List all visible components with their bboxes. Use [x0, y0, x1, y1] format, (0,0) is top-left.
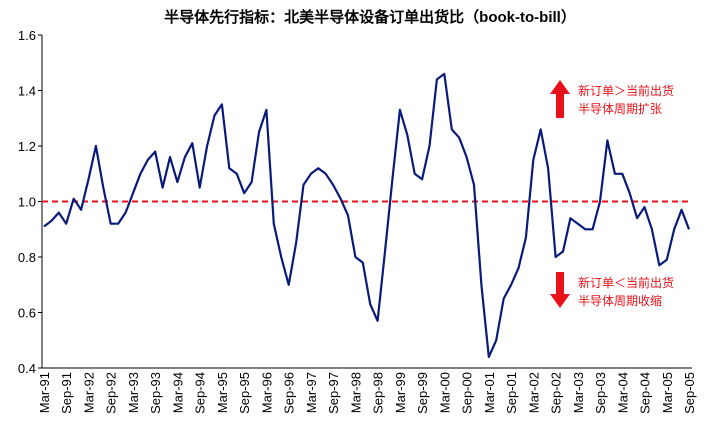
x-tick-label: Mar-96	[259, 372, 274, 413]
y-tick-label: 1.4	[18, 84, 36, 99]
annotation: 新订单＞当前出货	[578, 83, 674, 98]
x-tick-label: Sep-98	[371, 372, 386, 414]
x-tick-label: Mar-98	[348, 372, 363, 413]
x-tick-label: Sep-01	[504, 372, 519, 414]
x-tick-label: Mar-03	[571, 372, 586, 413]
up-arrow	[550, 80, 570, 118]
x-tick-label: Sep-95	[237, 372, 252, 414]
down-arrow	[550, 272, 570, 308]
x-tick-label: Mar-95	[215, 372, 230, 413]
annotation: 半导体周期收缩	[578, 293, 662, 308]
x-tick-label: Mar-04	[615, 372, 630, 413]
data-line	[43, 72, 691, 358]
annotation: 新订单＜当前出货	[578, 275, 674, 290]
y-tick-label: 1.2	[18, 139, 36, 154]
x-tick-label: Mar-05	[660, 372, 675, 413]
y-tick-label: 1.0	[18, 195, 36, 210]
annotation: 半导体周期扩张	[578, 102, 662, 116]
x-tick-label: Sep-92	[104, 372, 119, 414]
y-tick-label: 0.8	[18, 250, 36, 265]
x-tick-label: Sep-03	[593, 372, 608, 414]
x-tick-label: Mar-02	[526, 372, 541, 413]
y-tick-label: 0.4	[18, 361, 36, 376]
y-tick-label: 0.6	[18, 306, 36, 321]
x-tick-label: Sep-05	[682, 372, 697, 414]
x-tick-label: Sep-94	[193, 372, 208, 414]
x-tick-label: Mar-01	[482, 372, 497, 413]
x-tick-label: Sep-02	[549, 372, 564, 414]
x-tick-label: Sep-00	[460, 372, 475, 414]
x-tick-label: Mar-94	[170, 372, 185, 413]
x-tick-label: Mar-92	[81, 372, 96, 413]
x-tick-label: Mar-91	[37, 372, 52, 413]
x-tick-label: Mar-93	[126, 372, 141, 413]
x-tick-label: Sep-04	[638, 372, 653, 414]
x-tick-label: Sep-99	[415, 372, 430, 414]
x-tick-label: Sep-97	[326, 372, 341, 414]
x-tick-label: Sep-96	[282, 372, 297, 414]
x-tick-label: Mar-97	[304, 372, 319, 413]
x-tick-label: Mar-99	[393, 372, 408, 413]
x-tick-label: Mar-00	[437, 372, 452, 413]
chart-title: 半导体先行指标：北美半导体设备订单出货比（book-to-bill）	[164, 8, 576, 26]
x-tick-label: Sep-93	[148, 372, 163, 414]
x-tick-label: Sep-91	[59, 372, 74, 414]
y-tick-label: 1.6	[18, 28, 36, 43]
